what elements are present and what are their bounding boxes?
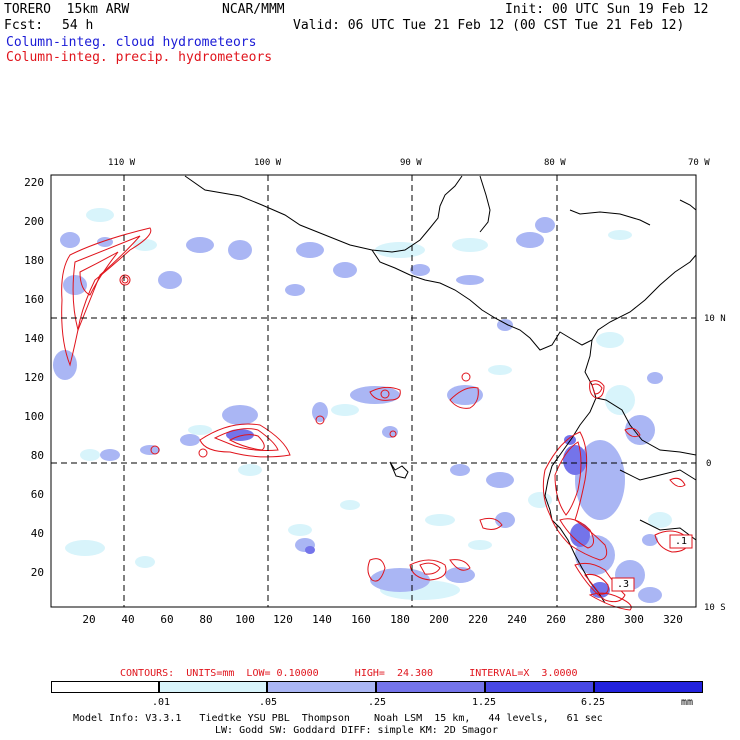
colorbar-segment [376, 681, 485, 693]
colorbar-segment [51, 681, 159, 693]
colorbar-segment [485, 681, 594, 693]
lon-label-70w: 70 W [688, 158, 710, 168]
x-tick-label: 40 [121, 613, 135, 626]
field-cloud-title: Column-integ. cloud hydrometeors [6, 35, 257, 50]
x-tick-label: 220 [468, 613, 488, 626]
y-tick-label: 60 [30, 488, 44, 501]
contour-value-label: .3 [617, 579, 630, 590]
label-box-1 [669, 534, 693, 549]
x-tick-label: 120 [273, 613, 293, 626]
cloud-shading-dark [226, 429, 610, 598]
colorbar-level: .01 [152, 697, 171, 708]
fcst-label: Fcst: [4, 18, 44, 33]
cloud-shading-medium [53, 217, 663, 603]
x-tick-label: 60 [160, 613, 174, 626]
lat-label-0: 0 [706, 459, 712, 469]
contour-info: CONTOURS: UNITS=mm LOW= 0.10000 HIGH= 24… [120, 668, 578, 679]
x-tick-label: 300 [624, 613, 644, 626]
y-tick-label: 160 [24, 293, 44, 306]
y-tick-label: 120 [24, 371, 44, 384]
model-name: TORERO 15km ARW [4, 2, 130, 17]
colorbar-segment [267, 681, 376, 693]
y-tick-label: 140 [24, 332, 44, 345]
lon-label-80w: 80 W [544, 158, 566, 168]
contour-value-label: .1 [675, 536, 688, 547]
colorbar-level: 6.25 [581, 697, 606, 708]
organization: NCAR/MMM [222, 2, 285, 17]
model-info-line1: Model Info: V3.3.1 Tiedtke YSU PBL Thomp… [73, 713, 603, 724]
lon-label-100w: 100 W [254, 158, 282, 168]
x-tick-label: 80 [199, 613, 213, 626]
x-tick-label: 260 [546, 613, 566, 626]
colorbar-level: .05 [259, 697, 278, 708]
field-precip-title: Column-integ. precip. hydrometeors [6, 50, 273, 65]
x-tick-label: 20 [82, 613, 96, 626]
y-tick-label: 180 [24, 254, 44, 267]
lon-label-90w: 90 W [400, 158, 422, 168]
colorbar-segment [594, 681, 703, 693]
colorbar-level: 1.25 [472, 697, 497, 708]
y-tick-label: 40 [30, 527, 44, 540]
precip-contours [61, 227, 691, 611]
label-box-3 [611, 577, 635, 592]
x-tick-label: 280 [585, 613, 605, 626]
model-info-line2: LW: Godd SW: Goddard DIFF: simple KM: 2D… [215, 725, 498, 736]
y-tick-label: 100 [24, 410, 44, 423]
colorbar-unit: mm [681, 697, 694, 708]
y-tick-label: 20 [30, 566, 44, 579]
x-tick-label: 100 [235, 613, 255, 626]
fcst-value: 54 h [62, 18, 94, 33]
latlon-grid [51, 175, 696, 607]
lon-label-110w: 110 W [108, 158, 136, 168]
x-tick-label: 320 [663, 613, 683, 626]
y-tick-label: 200 [24, 215, 44, 228]
colorbar-level: .25 [368, 697, 387, 708]
y-tick-label: 80 [30, 449, 44, 462]
lat-label-10n: 10 N [704, 314, 726, 324]
valid-time: Valid: 06 UTC Tue 21 Feb 12 (00 CST Tue … [293, 18, 685, 33]
x-tick-label: 160 [351, 613, 371, 626]
x-tick-label: 140 [312, 613, 332, 626]
colorbar-segment [159, 681, 267, 693]
x-tick-label: 200 [429, 613, 449, 626]
x-tick-label: 240 [507, 613, 527, 626]
x-tick-label: 180 [390, 613, 410, 626]
lat-label-10s: 10 S [704, 603, 726, 613]
init-time: Init: 00 UTC Sun 19 Feb 12 [505, 2, 709, 17]
map-frame [50, 174, 697, 608]
y-tick-label: 220 [24, 176, 44, 189]
